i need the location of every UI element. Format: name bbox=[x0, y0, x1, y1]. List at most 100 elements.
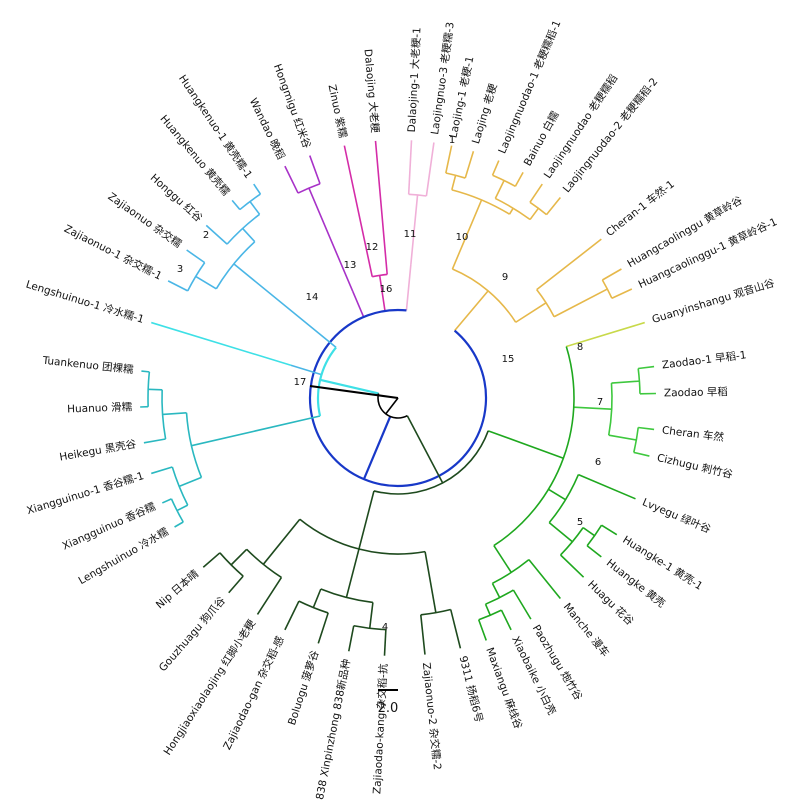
branch-radial bbox=[493, 545, 512, 573]
branch-radial bbox=[167, 280, 189, 292]
branch-radial bbox=[385, 397, 399, 415]
branch-arc bbox=[171, 466, 189, 506]
leaf-label-l1: Laojing-1 老粳-1 bbox=[446, 55, 476, 139]
branch-arc bbox=[297, 182, 321, 194]
branch-arc bbox=[451, 189, 510, 215]
leaf-label-l24: Zajiaonuo-2 杂交糯-2 bbox=[420, 662, 444, 771]
branch-radial bbox=[284, 600, 300, 631]
branch-radial bbox=[343, 145, 374, 277]
node-number: 17 bbox=[294, 377, 307, 388]
leaf-label-l41: Honggu 红谷 bbox=[148, 171, 206, 225]
branch-radial bbox=[445, 145, 453, 174]
node-number: 13 bbox=[344, 260, 357, 271]
leaf-label-l3: Laojingnuodao-1 老粳糯稻-1 bbox=[495, 18, 563, 155]
scale-bar: 2.0 bbox=[378, 689, 398, 716]
branch-radial bbox=[284, 165, 299, 194]
branch-radial bbox=[191, 415, 321, 447]
branch-radial bbox=[178, 476, 202, 488]
branch-radial bbox=[487, 430, 564, 459]
branch-radial bbox=[451, 199, 483, 270]
branch-radial bbox=[560, 554, 585, 578]
branch-radial bbox=[174, 521, 184, 528]
branch-radial bbox=[611, 380, 640, 384]
node-number: 2 bbox=[203, 230, 209, 241]
branch-radial bbox=[464, 151, 475, 179]
branch-radial bbox=[151, 466, 173, 475]
branch-radial bbox=[143, 438, 166, 444]
node-number: 9 bbox=[502, 272, 508, 283]
node-number: 14 bbox=[306, 292, 319, 303]
branch-radial bbox=[566, 321, 645, 348]
leaf-label-l12: Zaodao 早稻 bbox=[664, 386, 728, 399]
leaf-label-l15: Lvyegu 绿叶谷 bbox=[641, 495, 714, 536]
node-number: 7 bbox=[597, 397, 603, 408]
branch-radial bbox=[454, 290, 489, 332]
branch-radial bbox=[202, 552, 221, 568]
leaf-label-l48: Dalaojing-1 大老粳-1 bbox=[405, 27, 423, 133]
branch-radial bbox=[253, 183, 262, 195]
branch-radial bbox=[317, 612, 329, 644]
branch-radial bbox=[601, 524, 618, 536]
branch-radial bbox=[176, 504, 189, 512]
node-number: 6 bbox=[595, 457, 601, 468]
branch-radial bbox=[410, 194, 419, 265]
leaf-label-l23: 9311 扬稻6号 bbox=[457, 654, 486, 723]
leaf-label-l14: Cizhugu 刺竹谷 bbox=[656, 451, 735, 481]
node-number: 10 bbox=[456, 232, 469, 243]
branch-radial bbox=[161, 498, 172, 504]
leaf-label-l39: Zajiaonuo-1 杂交糯-1 bbox=[62, 222, 164, 283]
branch-arc bbox=[246, 548, 282, 579]
branch-radial bbox=[545, 196, 561, 216]
branch-radial bbox=[405, 264, 412, 311]
branch-radial bbox=[406, 415, 444, 484]
node-number: 1 bbox=[449, 135, 455, 146]
branch-arc bbox=[529, 201, 548, 216]
branch-arc bbox=[187, 262, 206, 292]
branch-arc bbox=[601, 279, 613, 299]
node-number: 5 bbox=[577, 517, 583, 528]
branch-radial bbox=[419, 614, 426, 655]
leaf-label-l13: Cheran 车然 bbox=[661, 423, 725, 444]
branch-radial bbox=[514, 171, 524, 187]
branch-radial bbox=[407, 140, 413, 195]
branch-radial bbox=[151, 321, 292, 367]
branch-radial bbox=[309, 155, 321, 185]
branch-radial bbox=[512, 589, 532, 620]
branch-arc bbox=[185, 412, 203, 478]
branch-radial bbox=[290, 364, 322, 376]
branch-radial bbox=[308, 187, 354, 292]
branch-radial bbox=[553, 288, 608, 318]
branch-arc bbox=[493, 346, 575, 547]
branch-radial bbox=[477, 619, 487, 641]
branch-radial bbox=[491, 582, 501, 598]
branch-radial bbox=[611, 288, 633, 299]
leaf-label-l34: Xiangguinuo-1 香谷糯-1 bbox=[25, 469, 145, 517]
branch-radial bbox=[491, 160, 500, 176]
branch-radial bbox=[582, 526, 596, 537]
branch-radial bbox=[608, 434, 637, 441]
node-number: 11 bbox=[404, 229, 417, 240]
leaf-label-l36: Huanuo 滑糯 bbox=[67, 400, 133, 415]
branch-radial bbox=[638, 365, 655, 370]
branch-radial bbox=[529, 183, 543, 203]
branch-radial bbox=[345, 548, 360, 598]
leaf-label-l26: 838 Xinpinzhong 838新品种 bbox=[313, 658, 353, 801]
branch-radial bbox=[186, 249, 206, 264]
leaf-label-l35: Heikegu 黑壳谷 bbox=[58, 437, 137, 463]
leaf-label-l19: Manche 漫车 bbox=[561, 600, 612, 659]
branch-radial bbox=[312, 588, 322, 608]
branch-radial bbox=[508, 207, 514, 215]
leaf-label-l31: Nip 日本晴 bbox=[153, 567, 201, 611]
branch-radial bbox=[451, 175, 457, 191]
branch-radial bbox=[162, 411, 187, 416]
node-number: 16 bbox=[380, 284, 393, 295]
branch-radial bbox=[378, 275, 386, 312]
leaf-label-l47: Dalaojing 大老粳 bbox=[361, 48, 381, 134]
leaf-label-l46: Zinuo 紫糯 bbox=[326, 83, 350, 139]
branch-radial bbox=[242, 227, 256, 243]
branch-radial bbox=[195, 275, 217, 290]
node-number: 4 bbox=[382, 622, 388, 633]
node-number: 15 bbox=[502, 354, 515, 365]
leaf-label-l2: Laojing 老粳 bbox=[469, 82, 500, 146]
branch-radial bbox=[528, 559, 561, 600]
